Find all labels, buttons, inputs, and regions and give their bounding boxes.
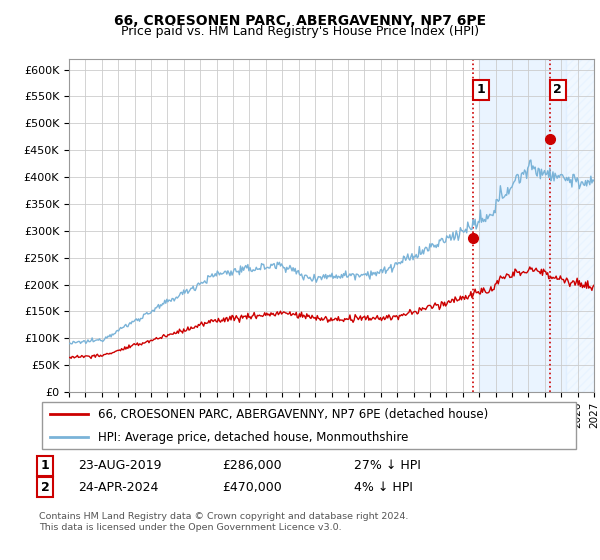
Text: 24-APR-2024: 24-APR-2024	[78, 480, 158, 494]
FancyBboxPatch shape	[42, 402, 576, 449]
Text: 4% ↓ HPI: 4% ↓ HPI	[354, 480, 413, 494]
Text: 2: 2	[41, 480, 49, 494]
Bar	[566, 59, 594, 392]
Text: HPI: Average price, detached house, Monmouthshire: HPI: Average price, detached house, Monm…	[98, 431, 409, 444]
Text: 27% ↓ HPI: 27% ↓ HPI	[354, 459, 421, 473]
Bar	[479, 59, 566, 392]
Text: Price paid vs. HM Land Registry's House Price Index (HPI): Price paid vs. HM Land Registry's House …	[121, 25, 479, 38]
Text: 1: 1	[476, 83, 485, 96]
Text: 66, CROESONEN PARC, ABERGAVENNY, NP7 6PE: 66, CROESONEN PARC, ABERGAVENNY, NP7 6PE	[114, 14, 486, 28]
Text: 2: 2	[553, 83, 562, 96]
Text: Contains HM Land Registry data © Crown copyright and database right 2024.
This d: Contains HM Land Registry data © Crown c…	[39, 512, 409, 532]
Text: £286,000: £286,000	[222, 459, 281, 473]
Text: 23-AUG-2019: 23-AUG-2019	[78, 459, 161, 473]
Text: 1: 1	[41, 459, 49, 473]
Text: £470,000: £470,000	[222, 480, 282, 494]
Text: 66, CROESONEN PARC, ABERGAVENNY, NP7 6PE (detached house): 66, CROESONEN PARC, ABERGAVENNY, NP7 6PE…	[98, 408, 488, 421]
